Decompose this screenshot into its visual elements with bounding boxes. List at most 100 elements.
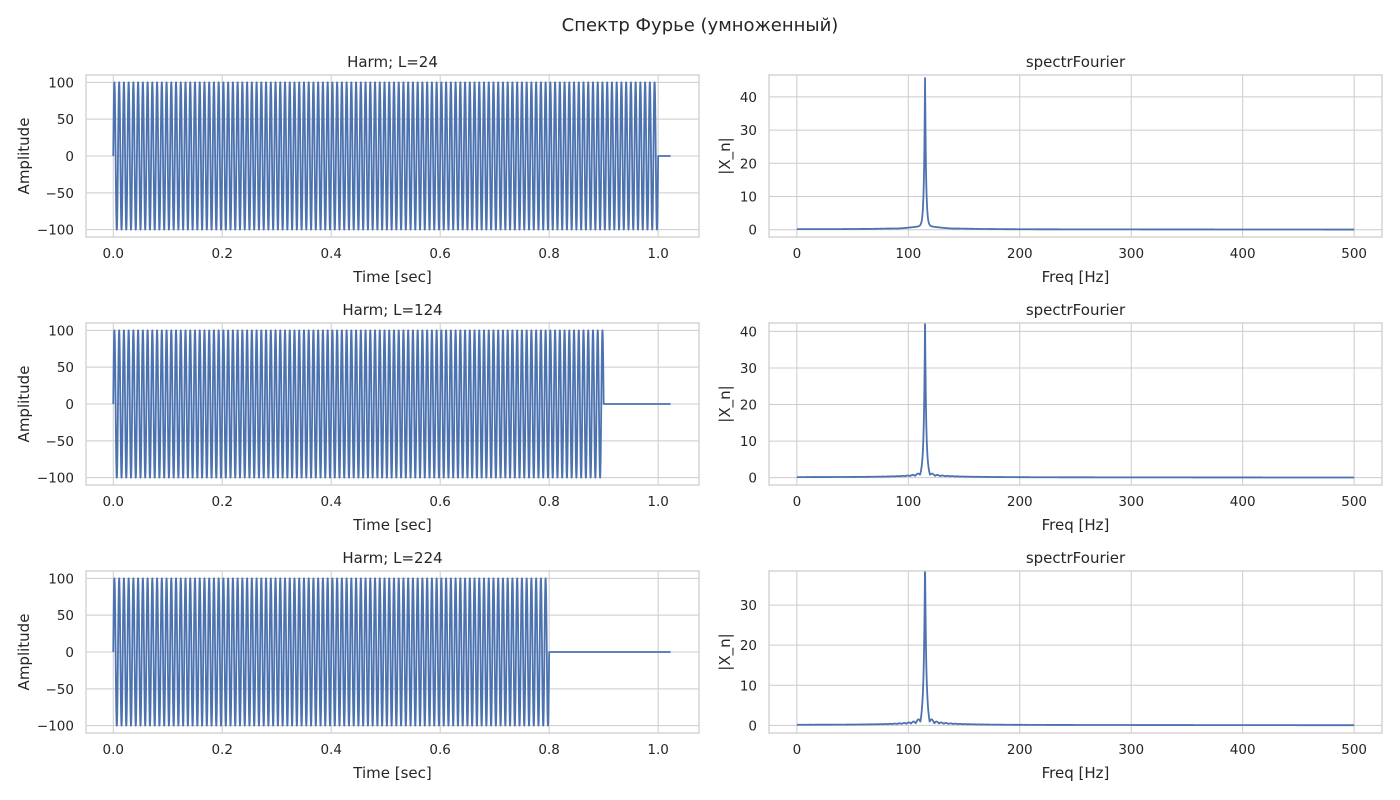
x-tick-label: 200	[1007, 494, 1033, 510]
y-tick-label: −100	[37, 471, 74, 487]
y-tick-label: 50	[57, 112, 74, 128]
x-tick-label: 1.0	[647, 494, 668, 510]
x-tick-label: 1.0	[647, 742, 668, 758]
subplot-6: 0 100 200 300 400 5003020100spectrFourierFreq…	[716, 549, 1383, 782]
x-tick-label: 200	[1007, 742, 1033, 758]
x-tick-label: 400	[1230, 742, 1256, 758]
x-tick-label: 0.2	[211, 742, 232, 758]
x-axis-label: Freq [Hz]	[1042, 516, 1110, 534]
x-axis-label: Time [sec]	[352, 268, 431, 286]
axes-frame	[85, 570, 700, 734]
spectrum-line	[796, 77, 1355, 231]
y-tick-label: 100	[48, 75, 74, 91]
y-tick-label: 0	[65, 149, 74, 165]
axes-frame	[768, 570, 1383, 734]
x-tick-label: 0.8	[538, 494, 559, 510]
x-tick-label: 0.6	[429, 742, 450, 758]
y-tick-label: 0	[748, 471, 757, 487]
subplot-2: 0 100 200 300 400 500403020100spectrFourierFr…	[716, 53, 1383, 286]
signal-line	[112, 577, 672, 727]
x-tick-label: 300	[1118, 494, 1144, 510]
y-tick-label: 0	[748, 718, 757, 734]
y-tick-label: 0	[748, 223, 757, 239]
spectrum-line	[796, 323, 1355, 479]
subplot-title: spectrFourier	[1026, 549, 1126, 567]
spectrum-line	[796, 571, 1355, 727]
x-tick-label: 500	[1341, 742, 1367, 758]
y-tick-label: 40	[740, 90, 757, 106]
y-tick-label: −50	[46, 682, 75, 698]
y-axis-label: |X_n|	[716, 633, 735, 670]
x-tick-label: 100	[895, 742, 921, 758]
y-tick-label: 10	[740, 678, 757, 694]
y-tick-label: 0	[65, 397, 74, 413]
axes-frame	[768, 322, 1383, 486]
x-tick-label: 300	[1118, 742, 1144, 758]
subplot-1: 0.0 0.2 0.4 0.6 0.8 1.0 100 50 0 −50 −100 Harm; L=2…	[15, 53, 700, 286]
subplot-title: spectrFourier	[1026, 301, 1126, 319]
y-axis-label: Amplitude	[15, 118, 33, 195]
subplot-title: spectrFourier	[1026, 53, 1126, 71]
y-axis-label: Amplitude	[15, 614, 33, 691]
axes-frame	[768, 74, 1383, 238]
y-tick-label: 100	[48, 323, 74, 339]
x-tick-label: 0.6	[429, 246, 450, 262]
signal-line	[112, 329, 672, 479]
subplot-4: 0 100 200 300 400 500403020100spectrFourierFr…	[716, 301, 1383, 534]
y-tick-label: 30	[740, 361, 757, 377]
y-tick-label: 20	[740, 398, 757, 414]
y-tick-label: 50	[57, 360, 74, 376]
x-tick-label: 0.0	[103, 742, 124, 758]
figure-title: Спектр Фурье (умноженный)	[562, 15, 839, 36]
y-tick-label: 30	[740, 123, 757, 139]
y-tick-label: 20	[740, 156, 757, 172]
subplot-3: 0.0 0.2 0.4 0.6 0.8 1.0 100 50 0 −50 −100 Harm; L=1…	[15, 301, 700, 534]
x-tick-label: 1.0	[647, 246, 668, 262]
x-tick-label: 0.0	[103, 494, 124, 510]
y-tick-label: −50	[46, 186, 75, 202]
x-tick-label: 100	[895, 246, 921, 262]
y-tick-label: 100	[48, 571, 74, 587]
y-axis-label: |X_n|	[716, 385, 735, 422]
x-tick-label: 0.0	[103, 246, 124, 262]
x-tick-label: 500	[1341, 494, 1367, 510]
x-tick-label: 300	[1118, 246, 1144, 262]
x-tick-label: 0.6	[429, 494, 450, 510]
y-tick-label: 10	[740, 190, 757, 206]
subplot-5: 0.0 0.2 0.4 0.6 0.8 1.0 100 50 0 −50 −100 Harm; L=2…	[15, 549, 700, 782]
x-axis-label: Time [sec]	[352, 764, 431, 782]
x-tick-label: 0.4	[320, 494, 341, 510]
x-tick-label: 0.8	[538, 246, 559, 262]
x-tick-label: 100	[895, 494, 921, 510]
y-tick-label: −50	[46, 434, 75, 450]
subplot-title: Harm; L=24	[347, 53, 438, 71]
axes-frame	[85, 322, 700, 486]
x-tick-label: 500	[1341, 246, 1367, 262]
x-axis-label: Freq [Hz]	[1042, 268, 1110, 286]
y-axis-label: |X_n|	[716, 137, 735, 174]
x-tick-label: 0.2	[211, 246, 232, 262]
x-tick-label: 0.4	[320, 742, 341, 758]
y-tick-label: −100	[37, 223, 74, 239]
y-tick-label: 30	[740, 598, 757, 614]
x-axis-label: Time [sec]	[352, 516, 431, 534]
y-tick-label: 10	[740, 434, 757, 450]
y-tick-label: −100	[37, 719, 74, 735]
y-axis-label: Amplitude	[15, 366, 33, 443]
x-tick-label: 0	[793, 494, 802, 510]
y-tick-label: 20	[740, 638, 757, 654]
x-axis-label: Freq [Hz]	[1042, 764, 1110, 782]
subplot-title: Harm; L=224	[342, 549, 442, 567]
subplot-title: Harm; L=124	[342, 301, 442, 319]
x-tick-label: 0	[793, 246, 802, 262]
x-tick-label: 0.2	[211, 494, 232, 510]
signal-line	[112, 81, 672, 231]
x-tick-label: 0.8	[538, 742, 559, 758]
x-tick-label: 0	[793, 742, 802, 758]
x-tick-label: 200	[1007, 246, 1033, 262]
y-tick-label: 0	[65, 645, 74, 661]
y-tick-label: 40	[740, 324, 757, 340]
axes-frame	[85, 74, 700, 238]
